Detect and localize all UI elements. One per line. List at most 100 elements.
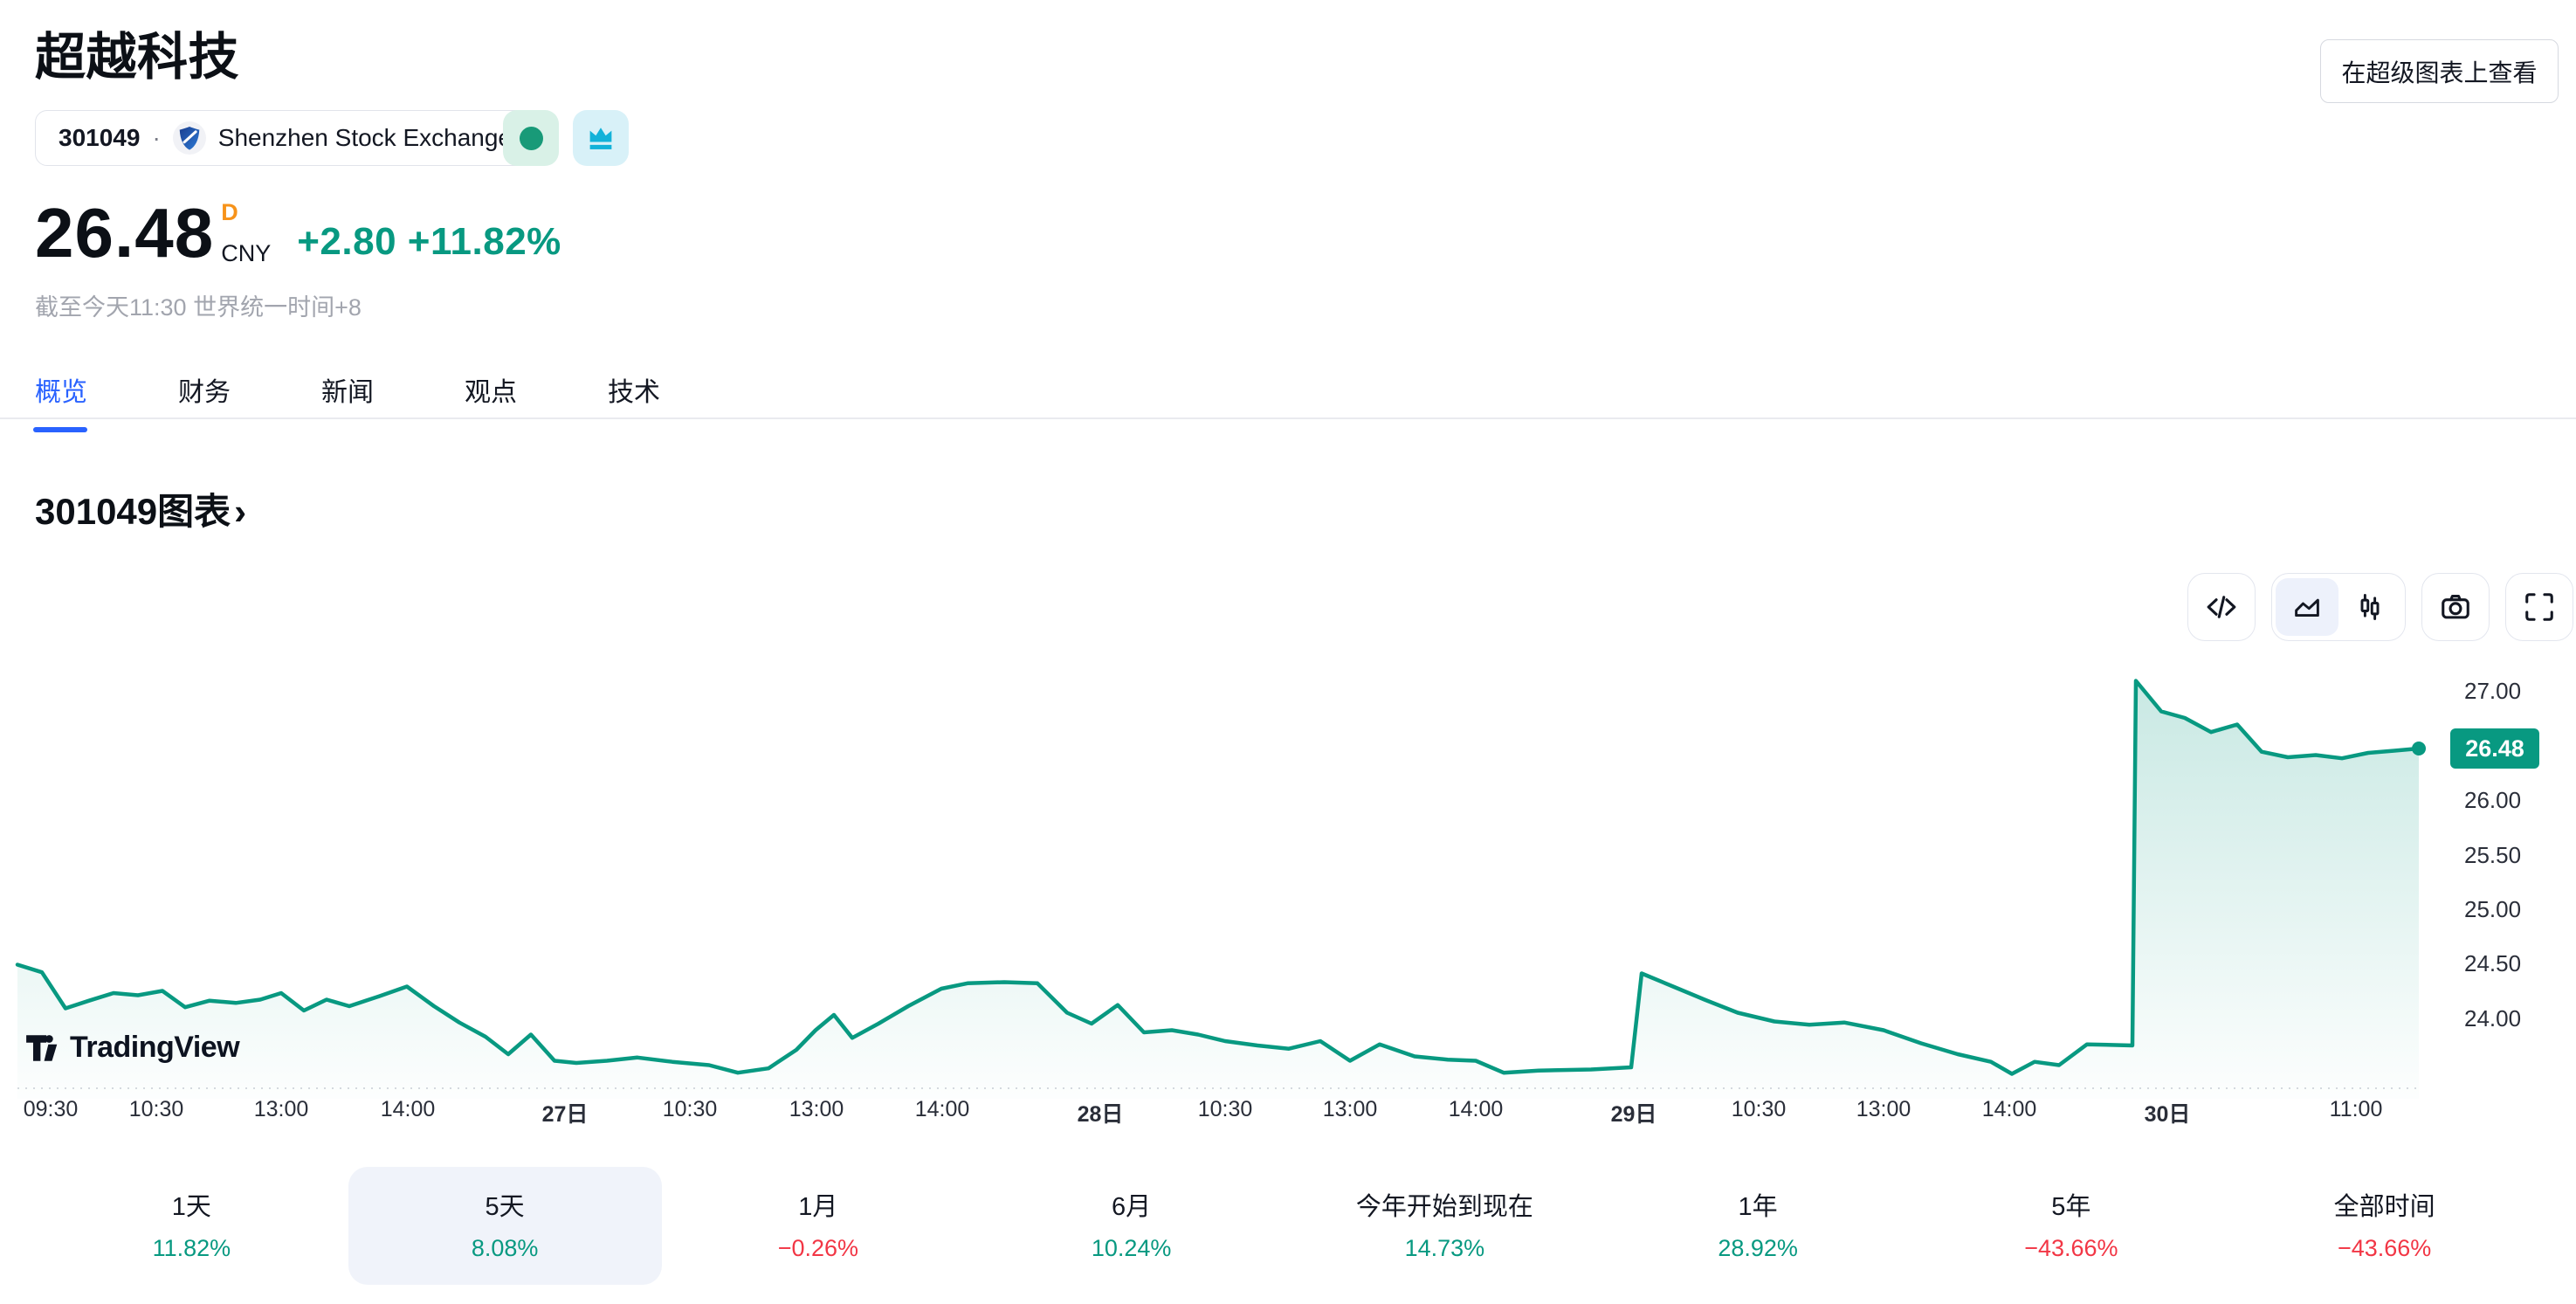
x-tick-17: 11:00	[2329, 1097, 2383, 1121]
range-label: 全部时间	[2333, 1193, 2435, 1221]
fullscreen-button[interactable]	[2505, 573, 2573, 641]
y-tick-0: 27.00	[2464, 678, 2522, 704]
code-icon	[2207, 596, 2236, 618]
x-tick-4: 27日	[541, 1102, 589, 1127]
tab-bar: 概览 财务 新闻 观点 技术	[33, 370, 660, 432]
tab-4[interactable]: 技术	[608, 378, 660, 407]
y-tick-3: 25.00	[2464, 896, 2522, 922]
page-title: 超越科技	[35, 29, 240, 86]
x-tick-1: 10:30	[128, 1097, 184, 1121]
range-label: 今年开始到现在	[1355, 1193, 1533, 1221]
price-block: 26.48 D CNY +2.80 +11.82%	[35, 194, 561, 273]
range-6[interactable]: 5年 −43.66%	[1915, 1167, 2228, 1285]
x-tick-16: 30日	[2144, 1102, 2191, 1127]
as-of-timestamp: 截至今天11:30 世界统一时间+8	[35, 294, 362, 321]
x-tick-2: 13:00	[253, 1097, 309, 1121]
x-tick-11: 14:00	[1448, 1097, 1504, 1121]
range-0[interactable]: 1天 11.82%	[35, 1167, 348, 1285]
y-tick-4: 24.50	[2464, 950, 2522, 976]
range-selector: 1天 11.82% 5天 8.08% 1月 −0.26% 6月 10.24% 今年开始到现在 14…	[35, 1167, 2541, 1285]
price-line	[15, 679, 2421, 1076]
x-tick-12: 29日	[1610, 1102, 1657, 1127]
price-change: +2.80 +11.82%	[297, 220, 561, 266]
symbol-pill[interactable]: 301049 · Shenzhen Stock Exchange	[35, 110, 535, 166]
last-price: 26.48	[35, 194, 215, 273]
snapshot-button[interactable]	[2421, 573, 2490, 641]
price-area-chart[interactable]	[0, 662, 2428, 1099]
x-tick-15: 14:00	[1981, 1097, 2037, 1121]
x-tick-13: 10:30	[1731, 1097, 1787, 1121]
fullscreen-icon	[2525, 593, 2553, 621]
tab-3[interactable]: 观点	[465, 378, 517, 407]
candlestick-chart-type-button[interactable]	[2338, 578, 2401, 636]
candlestick-icon	[2360, 594, 2380, 620]
range-label: 6月	[1112, 1193, 1152, 1221]
tab-1[interactable]: 财务	[178, 378, 231, 407]
tradingview-attribution[interactable]: TradingView	[24, 1031, 240, 1065]
chart-toolbar	[2187, 573, 2573, 641]
chevron-right-icon: ›	[234, 491, 247, 532]
separator-dot: ·	[152, 124, 161, 151]
last-price-badge: 26.48	[2450, 728, 2539, 769]
range-7[interactable]: 全部时间 −43.66%	[2228, 1167, 2541, 1285]
range-label: 5天	[485, 1193, 525, 1221]
upgrade-crown-button[interactable]	[573, 110, 629, 166]
market-status-button[interactable]	[503, 110, 559, 166]
exchange-name: Shenzhen Stock Exchange	[217, 124, 512, 151]
x-tick-9: 10:30	[1197, 1097, 1253, 1121]
x-tick-8: 28日	[1077, 1102, 1124, 1127]
exchange-logo-icon	[172, 121, 206, 155]
tab-2[interactable]: 新闻	[321, 378, 374, 407]
open-superchart-button[interactable]: 在超级图表上查看	[2320, 39, 2559, 103]
x-tick-3: 14:00	[380, 1097, 436, 1121]
y-tick-5: 24.00	[2464, 1005, 2522, 1031]
chart-type-segmented-control	[2271, 573, 2406, 641]
tab-divider	[0, 417, 2576, 419]
range-change-value: −0.26%	[777, 1235, 859, 1261]
area-chart-icon	[2295, 598, 2319, 618]
symbol-code: 301049	[59, 124, 141, 151]
tradingview-wordmark: TradingView	[70, 1031, 240, 1064]
change-absolute: +2.80	[297, 220, 397, 263]
y-tick-1: 26.00	[2464, 787, 2522, 813]
x-tick-7: 14:00	[914, 1097, 970, 1121]
x-tick-0: 09:30	[23, 1097, 79, 1121]
range-label: 1月	[798, 1193, 838, 1221]
area-chart-type-button[interactable]	[2276, 578, 2338, 636]
x-tick-10: 13:00	[1322, 1097, 1378, 1121]
chart-section-link[interactable]: 301049图表›	[35, 482, 246, 535]
last-price-dot	[2412, 742, 2426, 755]
range-label: 1年	[1738, 1193, 1778, 1221]
range-4[interactable]: 今年开始到现在 14.73%	[1288, 1167, 1601, 1285]
chart-section-title: 301049图表	[35, 491, 231, 532]
code-button[interactable]	[2187, 573, 2256, 641]
range-change-value: −43.66%	[2024, 1235, 2118, 1261]
range-2[interactable]: 1月 −0.26%	[662, 1167, 975, 1285]
y-tick-2: 25.50	[2464, 842, 2522, 868]
x-tick-14: 13:00	[1856, 1097, 1911, 1121]
range-change-value: −43.66%	[2337, 1235, 2432, 1261]
range-change-value: 10.24%	[1091, 1235, 1172, 1261]
area-fill	[17, 680, 2419, 1099]
camera-icon	[2442, 594, 2469, 619]
range-change-value: 28.92%	[1718, 1235, 1798, 1261]
market-open-dot-icon	[519, 126, 543, 150]
currency-label: CNY	[221, 240, 272, 266]
range-change-value: 8.08%	[471, 1235, 539, 1261]
range-label: 1天	[171, 1193, 211, 1221]
crown-icon	[589, 128, 612, 149]
tradingview-logo-icon	[26, 1034, 58, 1061]
time-axis[interactable]: 09:30 10:30 13:00 14:00 27日 10:30 13:00 14:00 28…	[0, 1097, 2576, 1132]
x-tick-5: 10:30	[662, 1097, 718, 1121]
x-tick-6: 13:00	[789, 1097, 844, 1121]
change-percent: +11.82%	[407, 220, 561, 263]
range-3[interactable]: 6月 10.24%	[975, 1167, 1288, 1285]
range-change-value: 11.82%	[152, 1235, 231, 1261]
tab-0[interactable]: 概览	[33, 370, 87, 432]
interval-badge: D	[221, 199, 238, 225]
range-5[interactable]: 1年 28.92%	[1601, 1167, 1915, 1285]
range-label: 5年	[2051, 1193, 2091, 1221]
range-change-value: 14.73%	[1404, 1235, 1485, 1261]
range-1[interactable]: 5天 8.08%	[348, 1167, 662, 1285]
